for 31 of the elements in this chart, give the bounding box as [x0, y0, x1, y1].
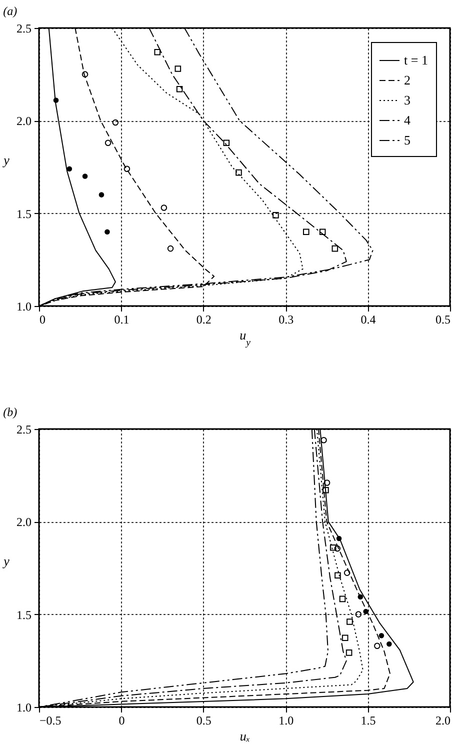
legend-label: 5	[404, 132, 410, 148]
chart-title: (b)	[3, 405, 18, 419]
x-tick-label: −0.5	[40, 714, 62, 728]
y-tick-label: 2.5	[16, 22, 32, 36]
legend-label: 4	[404, 112, 411, 128]
x-tick-label: 1.5	[360, 714, 376, 728]
x-tick-label: 0.5	[196, 714, 212, 728]
x-tick-label: 2.0	[436, 714, 450, 728]
y-tick-label: 2.5	[16, 422, 32, 436]
x-tick-label: 0.1	[114, 312, 130, 326]
x-tick-label: 0	[40, 312, 46, 326]
y-tick-label: 2.0	[16, 114, 32, 128]
chart-title: (a)	[3, 4, 18, 18]
y-tick-label: 1.0	[16, 700, 32, 714]
x-tick-label: 0.3	[278, 312, 294, 326]
y-tick-label: 1.5	[16, 608, 32, 622]
legend-label: 3	[404, 92, 410, 108]
y-axis-title: y	[2, 152, 10, 168]
x-tick-label: 0	[118, 714, 125, 728]
legend-label: t = 1	[404, 52, 428, 68]
legend-label: 2	[404, 72, 410, 88]
x-tick-label: 0.5	[436, 312, 450, 326]
x-tick-label: 0.2	[196, 312, 212, 326]
x-axis-title: u$_{y}$	[240, 328, 252, 348]
y-tick-label: 2.0	[16, 515, 32, 530]
x-tick-label: 0.4	[360, 312, 376, 326]
x-axis-title: uₓ	[240, 728, 250, 744]
y-tick-label: 1.0	[16, 300, 32, 314]
y-axis-title: y	[2, 554, 10, 568]
y-tick-label: 1.5	[16, 206, 32, 221]
x-tick-label: 1.0	[278, 714, 294, 728]
